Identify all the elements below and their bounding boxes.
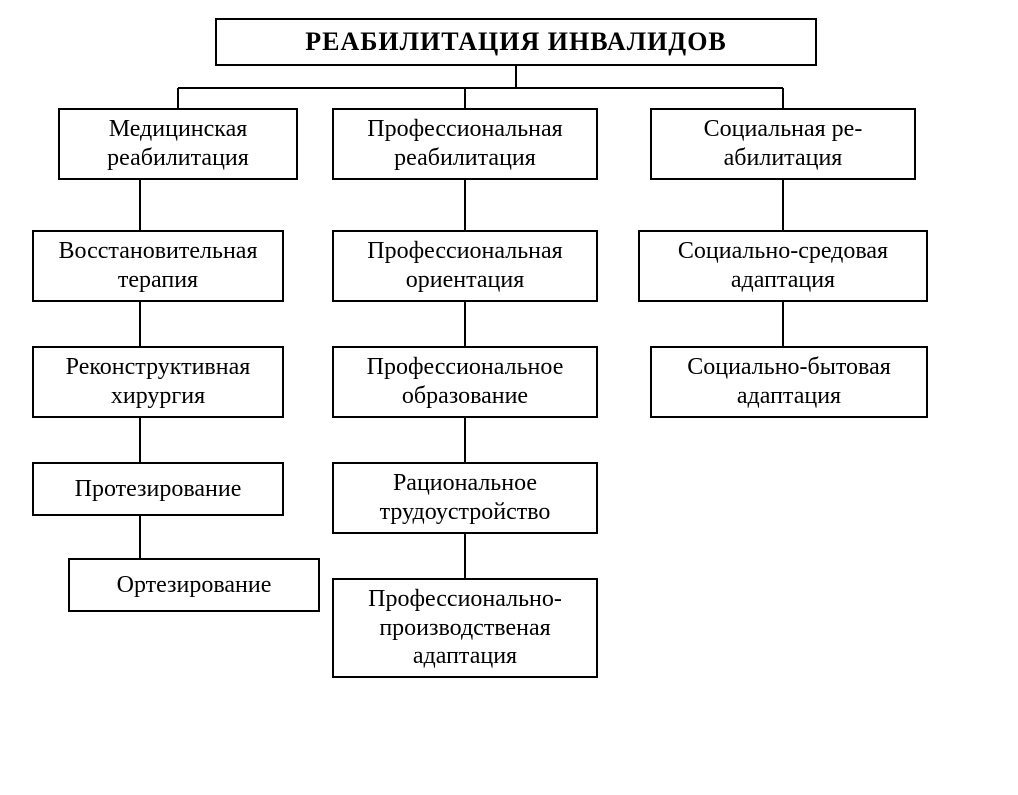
item-label: Рациональноетрудоустройство (380, 469, 551, 527)
category-medical: Медицинскаяреабилитация (58, 108, 298, 180)
category-label: Медицинскаяреабилитация (107, 115, 249, 173)
item-label: Социально-средоваяадаптация (678, 237, 888, 295)
item-orthotics: Ортезирование (68, 558, 320, 612)
item-label: Профессионально-производственаяадаптация (368, 585, 562, 671)
category-label: Социальная ре-абилитация (704, 115, 863, 173)
item-label: Профессиональноеобразование (367, 353, 564, 411)
item-label: Протезирование (75, 475, 242, 504)
item-reconstructive-surgery: Реконструктивнаяхирургия (32, 346, 284, 418)
category-professional: Профессиональнаяреабилитация (332, 108, 598, 180)
root-title: РЕАБИЛИТАЦИЯ ИНВАЛИДОВ (215, 18, 817, 66)
category-social: Социальная ре-абилитация (650, 108, 916, 180)
item-restorative-therapy: Восстановительнаятерапия (32, 230, 284, 302)
category-label: Профессиональнаяреабилитация (367, 115, 562, 173)
item-social-environment-adaptation: Социально-средоваяадаптация (638, 230, 928, 302)
item-label: Ортезирование (117, 571, 272, 600)
item-label: Реконструктивнаяхирургия (66, 353, 251, 411)
item-prosthetics: Протезирование (32, 462, 284, 516)
item-rational-employment: Рациональноетрудоустройство (332, 462, 598, 534)
item-label: Восстановительнаятерапия (59, 237, 258, 295)
item-professional-production-adaptation: Профессионально-производственаяадаптация (332, 578, 598, 678)
item-social-household-adaptation: Социально-бытоваяадаптация (650, 346, 928, 418)
item-professional-orientation: Профессиональнаяориентация (332, 230, 598, 302)
item-label: Профессиональнаяориентация (367, 237, 562, 295)
item-professional-education: Профессиональноеобразование (332, 346, 598, 418)
item-label: Социально-бытоваяадаптация (687, 353, 891, 411)
